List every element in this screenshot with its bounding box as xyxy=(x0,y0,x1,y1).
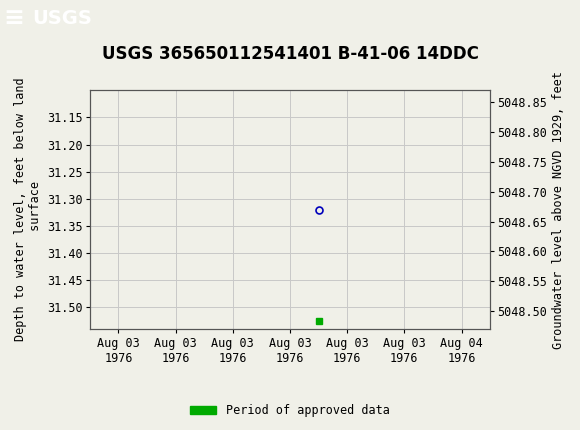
Y-axis label: Groundwater level above NGVD 1929, feet: Groundwater level above NGVD 1929, feet xyxy=(553,71,566,349)
Text: USGS: USGS xyxy=(32,9,92,28)
Text: USGS 365650112541401 B-41-06 14DDC: USGS 365650112541401 B-41-06 14DDC xyxy=(102,45,478,63)
Text: ≡: ≡ xyxy=(3,6,24,30)
Y-axis label: Depth to water level, feet below land
 surface: Depth to water level, feet below land su… xyxy=(14,78,42,341)
Legend: Period of approved data: Period of approved data xyxy=(186,399,394,422)
